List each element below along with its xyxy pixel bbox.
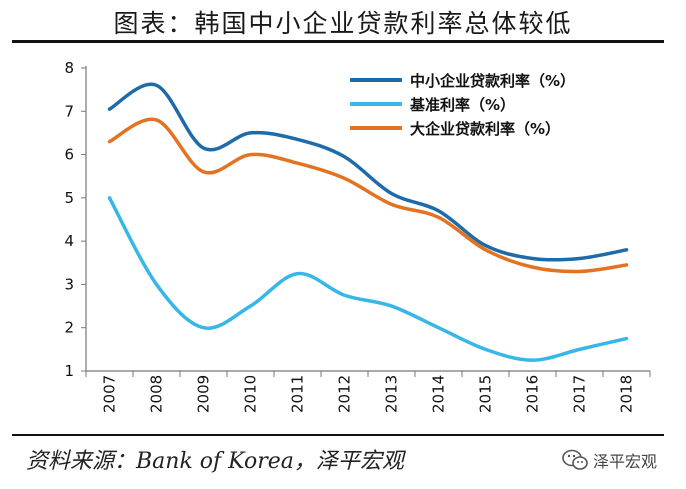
chart-title: 图表：韩国中小企业贷款利率总体较低 (113, 9, 573, 38)
y-tick-label: 6 (64, 146, 74, 164)
chart-axes: 1 2 3 4 5 6 7 8 2007 2008 2009 2010 2011 2012 2013 2014… (64, 59, 651, 413)
x-tick-label: 2012 (336, 375, 354, 413)
legend-label: 中小企业贷款利率（%） (410, 72, 575, 90)
legend-label: 大企业贷款利率（%） (410, 120, 560, 138)
x-tick-label: 2014 (430, 375, 448, 413)
x-tick-label: 2011 (289, 375, 307, 413)
x-tick-label: 2007 (101, 375, 119, 413)
wechat-icon (562, 449, 588, 470)
series-line (107, 82, 629, 262)
y-tick-label: 4 (64, 232, 74, 250)
x-tick-label: 2008 (148, 375, 166, 413)
x-tick-label: 2013 (383, 375, 401, 413)
series-line (107, 117, 629, 274)
x-tick-label: 2016 (524, 375, 542, 413)
x-tick-label: 2015 (477, 375, 495, 413)
y-tick-label: 5 (64, 189, 74, 207)
x-tick-label: 2010 (242, 375, 260, 413)
series-line (107, 196, 629, 362)
legend-label: 基准利率（%） (409, 96, 515, 114)
y-tick-label: 7 (64, 102, 74, 120)
top-divider (12, 40, 664, 43)
legend: 中小企业贷款利率（%） 基准利率（%） 大企业贷款利率（%） (350, 72, 575, 138)
watermark: 泽平宏观 (561, 448, 657, 472)
watermark-text: 泽平宏观 (593, 452, 658, 471)
y-tick-label: 8 (64, 59, 74, 77)
series-lines (107, 82, 629, 362)
bottom-divider (12, 434, 664, 436)
y-tick-label: 3 (64, 275, 74, 293)
y-tick-label: 2 (64, 319, 74, 337)
source-note: 资料来源：Bank of Korea，泽平宏观 (26, 449, 404, 474)
x-tick-label: 2009 (195, 375, 213, 413)
x-tick-label: 2017 (571, 375, 589, 413)
y-tick-label: 1 (64, 362, 74, 380)
x-tick-label: 2018 (618, 375, 636, 413)
